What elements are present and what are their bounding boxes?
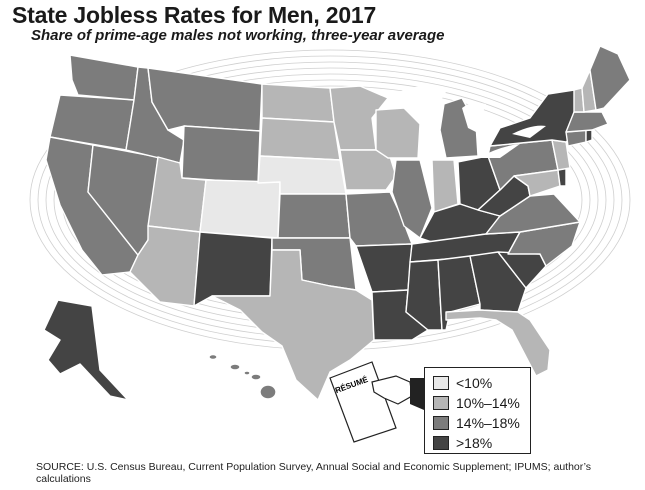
state-mn — [329, 85, 389, 151]
resume-paper-icon — [329, 361, 397, 443]
legend-swatch — [433, 396, 449, 410]
great-lakes — [388, 86, 546, 158]
legend-swatch — [433, 416, 449, 430]
state-wa — [69, 54, 139, 101]
state-wi — [375, 107, 421, 159]
legend-swatch — [433, 436, 449, 450]
state-ma — [565, 111, 609, 133]
state-fl — [445, 309, 551, 377]
legend-label: 14%–18% — [456, 415, 520, 431]
legend-label: <10% — [456, 375, 493, 391]
map-title: State Jobless Rates for Men, 2017 — [12, 2, 377, 28]
legend-item: >18% — [433, 434, 530, 452]
state-hi — [208, 353, 277, 400]
state-wy — [181, 125, 261, 184]
legend-item: 14%–18% — [433, 414, 530, 432]
state-nm — [193, 231, 273, 307]
source-note: SOURCE: U.S. Census Bureau, Current Popu… — [36, 461, 592, 485]
legend-label: 10%–14% — [456, 395, 520, 411]
resume-illustration: RÉSUMÉ — [329, 361, 424, 443]
legend-label: >18% — [456, 435, 493, 451]
hand-icon — [371, 375, 413, 405]
state-ar — [355, 243, 413, 293]
state-sd — [259, 117, 341, 161]
map-subtitle: Share of prime-age males not working, th… — [31, 27, 445, 44]
legend-item: 10%–14% — [433, 394, 530, 412]
state-ri — [585, 129, 593, 143]
state-tx — [211, 249, 375, 401]
state-de — [557, 167, 567, 187]
state-nd — [261, 83, 335, 123]
sleeve-icon — [410, 378, 424, 410]
state-co — [199, 179, 281, 239]
state-ak — [43, 299, 129, 401]
state-ks — [277, 193, 351, 239]
state-me — [589, 45, 631, 111]
legend: <10% 10%–14% 14%–18% >18% — [424, 367, 531, 454]
legend-swatch — [433, 376, 449, 390]
legend-item: <10% — [433, 374, 530, 392]
state-md — [513, 169, 561, 197]
state-in — [431, 159, 459, 213]
state-mt — [147, 67, 263, 132]
states — [43, 45, 631, 401]
